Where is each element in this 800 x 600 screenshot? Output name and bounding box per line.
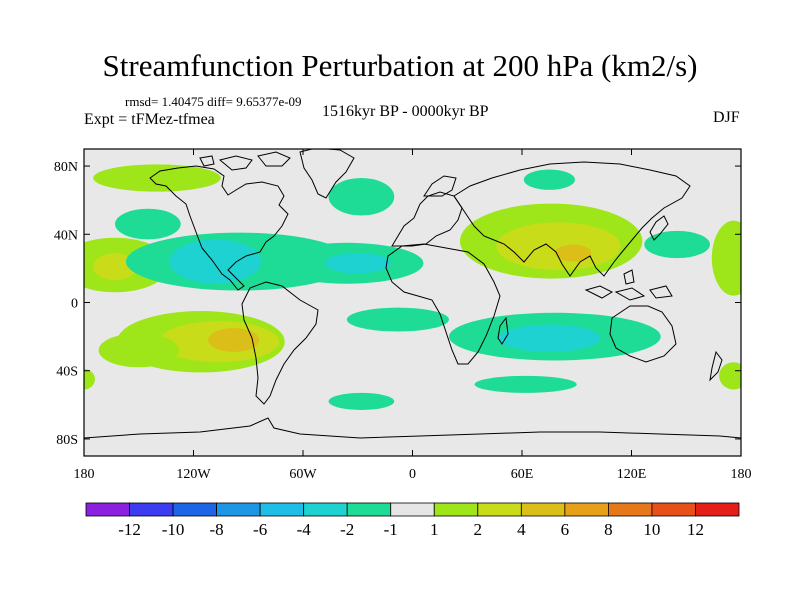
colorbar-swatch bbox=[129, 502, 174, 517]
negative-contour-region-18 bbox=[346, 307, 449, 332]
colorbar-swatch bbox=[346, 502, 392, 517]
positive-contour-region-11 bbox=[719, 362, 741, 390]
coastline-asia bbox=[453, 161, 691, 277]
colorbar-swatch bbox=[172, 502, 217, 517]
colorbar-label: 10 bbox=[643, 520, 660, 539]
coastline-madagascar bbox=[497, 316, 509, 345]
x-tick-label: 0 bbox=[409, 467, 416, 482]
colorbar-label: 2 bbox=[474, 520, 483, 539]
positive-contour-region-9 bbox=[554, 244, 592, 262]
x-tick-label: 180 bbox=[731, 467, 752, 482]
colorbar-label: -1 bbox=[384, 520, 398, 539]
colorbar-label: 4 bbox=[517, 520, 526, 539]
colorbar-swatch bbox=[216, 502, 261, 517]
negative-contour-region-20 bbox=[498, 324, 601, 352]
coastline-antarctica bbox=[84, 417, 741, 439]
negative-contour-region-23 bbox=[644, 230, 710, 259]
coastline-south-america bbox=[241, 281, 319, 405]
positive-contour-region-4 bbox=[208, 328, 260, 352]
x-tick-label: 60E bbox=[511, 467, 534, 482]
positive-contour-region-6 bbox=[93, 164, 221, 192]
season-label: DJF bbox=[713, 109, 740, 126]
colorbar-label: -10 bbox=[162, 520, 185, 539]
colorbar-label: 12 bbox=[687, 520, 704, 539]
colorbar-swatch bbox=[651, 502, 696, 517]
negative-contour-region-16 bbox=[324, 253, 391, 274]
colorbar-swatch bbox=[695, 502, 740, 517]
time-period-label: 1516kyr BP - 0000kyr BP bbox=[322, 103, 489, 120]
colorbar-swatch bbox=[390, 502, 435, 517]
positive-contour-region-8 bbox=[496, 222, 621, 271]
x-tick-label: 60W bbox=[289, 467, 317, 482]
positive-contour-region-12 bbox=[84, 369, 95, 390]
coastline-africa bbox=[385, 243, 501, 365]
coastline-arctic-islands bbox=[199, 151, 291, 171]
colorbar-label: 6 bbox=[561, 520, 570, 539]
map-background bbox=[84, 149, 741, 456]
negative-contour-region-14 bbox=[169, 239, 262, 284]
y-tick-label: 40S bbox=[56, 365, 78, 380]
colorbar-swatch bbox=[85, 502, 130, 517]
colorbar-swatch bbox=[259, 502, 305, 517]
experiment-label: Expt = tFMez-tfmea bbox=[84, 111, 215, 128]
coastline-indonesia bbox=[584, 269, 673, 301]
negative-contour-region-22 bbox=[523, 169, 575, 190]
coastline-new-zealand bbox=[709, 350, 723, 382]
colorbar-swatch bbox=[520, 502, 566, 517]
rmsd-diff-stats: rmsd= 1.40475 diff= 9.65377e-09 bbox=[125, 94, 302, 109]
coastline-layer bbox=[84, 149, 741, 439]
negative-contour-region-25 bbox=[328, 392, 395, 410]
positive-contour-region-1 bbox=[93, 253, 137, 281]
colorbar: -12 -10 -8 -6 -4 -2 -1 1 2 4 6 8 10 12 bbox=[85, 502, 740, 539]
colorbar-swatch bbox=[433, 502, 479, 517]
x-tick-label: 120W bbox=[176, 467, 211, 482]
colorbar-swatch bbox=[477, 502, 522, 517]
coastline-japan bbox=[649, 215, 669, 241]
negative-contour-region-24 bbox=[474, 375, 577, 393]
y-tick-label: 80N bbox=[54, 160, 78, 175]
positive-contour-region-10 bbox=[711, 220, 741, 296]
coastline-scandinavia bbox=[423, 175, 457, 197]
chart-title: Streamfunction Perturbation at 200 hPa (… bbox=[102, 48, 698, 83]
colorbar-label: -4 bbox=[297, 520, 312, 539]
colorbar-swatch bbox=[608, 502, 653, 517]
negative-contour-region-21 bbox=[328, 177, 395, 216]
x-tick-label: 180 bbox=[74, 467, 95, 482]
negative-contour-region-17 bbox=[115, 208, 181, 240]
colorbar-label: 1 bbox=[430, 520, 439, 539]
y-tick-label: 80S bbox=[56, 433, 78, 448]
colorbar-label: -2 bbox=[340, 520, 354, 539]
axes-layer: 180 120W 60W 0 60E 120E 180 80N 40N 0 40S 80S bbox=[54, 149, 752, 482]
coastline-north-america bbox=[149, 165, 289, 291]
colorbar-label: -8 bbox=[210, 520, 224, 539]
colorbar-swatch bbox=[564, 502, 609, 517]
colorbar-swatch bbox=[303, 502, 348, 517]
colorbar-label: -12 bbox=[118, 520, 141, 539]
positive-contour-region-5 bbox=[98, 333, 179, 368]
coastline-australia bbox=[609, 305, 677, 363]
contour-fill-layer bbox=[84, 164, 741, 410]
colorbar-label: -6 bbox=[253, 520, 267, 539]
y-tick-label: 0 bbox=[71, 297, 78, 312]
colorbar-label: 8 bbox=[604, 520, 613, 539]
x-tick-label: 120E bbox=[617, 467, 647, 482]
y-tick-label: 40N bbox=[54, 228, 78, 243]
